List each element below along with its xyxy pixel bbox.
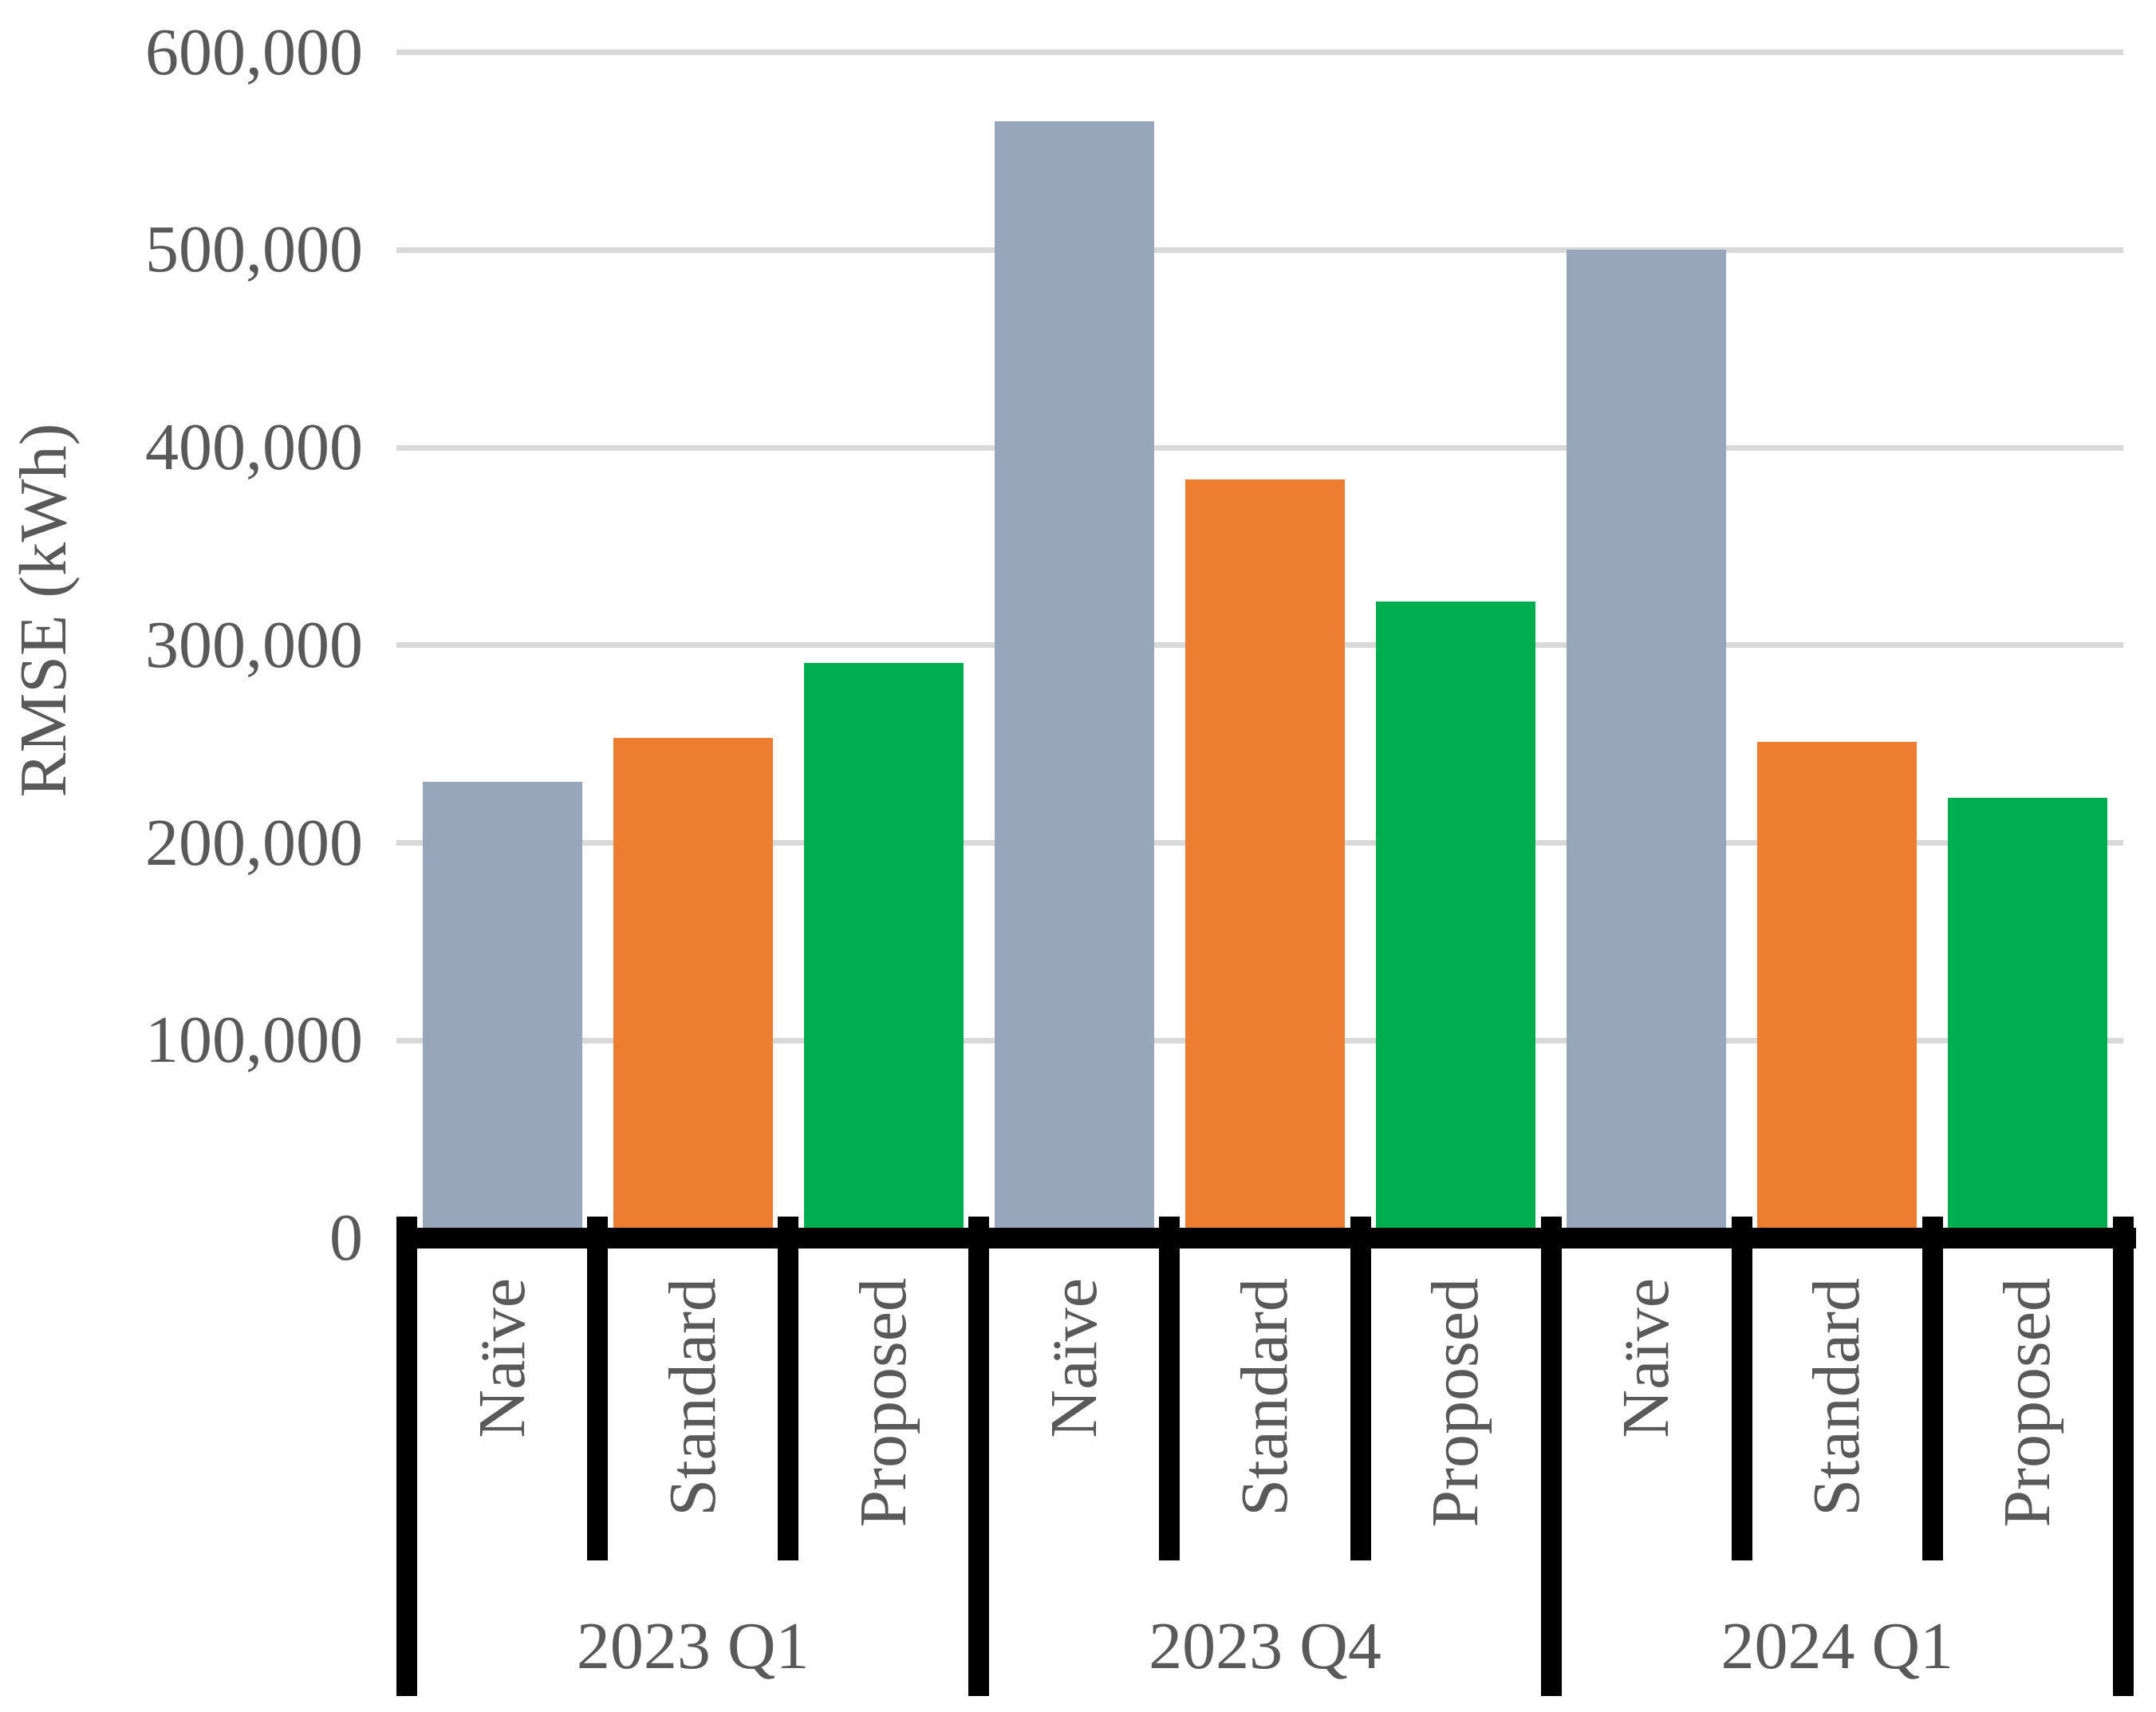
gridline [396, 247, 2123, 253]
x-axis-line [396, 1228, 2136, 1248]
method-divider-line [1350, 1217, 1371, 1560]
x-axis-method-label: Naïve [1036, 1278, 1111, 1438]
group-divider-line [396, 1217, 417, 1696]
group-divider-line [2113, 1217, 2134, 1696]
method-divider-line [778, 1217, 799, 1560]
x-axis-group-label: 2023 Q1 [576, 1609, 810, 1683]
y-tick-label: 0 [329, 1201, 363, 1275]
bar-nave-2023-q1 [422, 781, 582, 1228]
x-axis-method-label: Naïve [464, 1278, 539, 1438]
method-divider-line [1731, 1217, 1752, 1560]
group-divider-line [968, 1217, 990, 1696]
x-axis-method-label: Standard [1799, 1278, 1874, 1517]
bar-nave-2024-q1 [1567, 250, 1727, 1228]
bar-proposed-2023-q1 [803, 663, 964, 1228]
bar-standard-2023-q1 [613, 738, 773, 1228]
y-tick-label: 300,000 [145, 607, 363, 682]
x-axis-group-label: 2023 Q4 [1149, 1609, 1381, 1683]
y-tick-label: 500,000 [145, 212, 363, 287]
gridline [396, 49, 2123, 55]
x-axis-method-label: Naïve [1609, 1278, 1684, 1438]
gridline [396, 444, 2123, 451]
method-divider-line [587, 1217, 609, 1560]
x-axis-method-label: Proposed [1418, 1278, 1493, 1528]
bar-proposed-2024-q1 [1948, 797, 2108, 1228]
x-axis-group-label: 2024 Q1 [1720, 1609, 1954, 1683]
group-divider-line [1540, 1217, 1562, 1696]
method-divider-line [1921, 1217, 1943, 1560]
bar-proposed-2023-q4 [1376, 602, 1536, 1228]
bar-standard-2023-q4 [1185, 479, 1345, 1228]
bar-standard-2024-q1 [1757, 742, 1918, 1228]
x-axis-method-label: Standard [655, 1278, 730, 1517]
y-tick-label: 600,000 [145, 14, 363, 89]
bar-nave-2023-q4 [994, 121, 1154, 1228]
x-axis-method-label: Proposed [1990, 1278, 2065, 1528]
method-divider-line [1159, 1217, 1180, 1560]
y-tick-label: 100,000 [145, 1003, 363, 1078]
y-tick-label: 400,000 [145, 410, 363, 484]
x-axis-method-label: Proposed [845, 1278, 920, 1528]
x-axis-method-label: Standard [1228, 1278, 1302, 1517]
y-tick-label: 200,000 [145, 805, 363, 880]
